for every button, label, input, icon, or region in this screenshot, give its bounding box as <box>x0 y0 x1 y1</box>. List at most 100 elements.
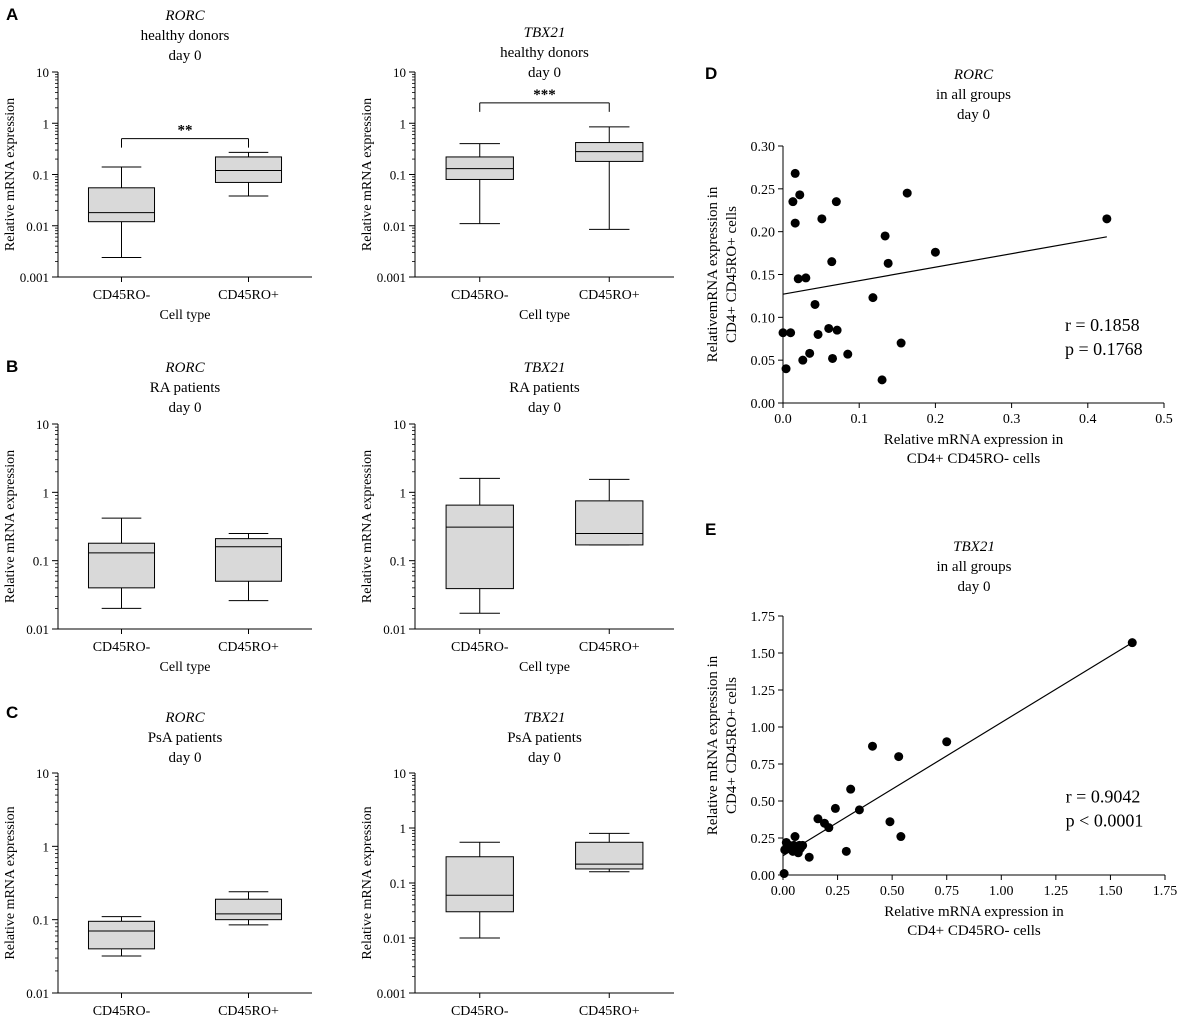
x-tick-label: CD45RO+ <box>218 288 279 303</box>
x-tick-label: 0.3 <box>1003 412 1021 427</box>
data-point <box>801 273 811 283</box>
data-point <box>790 218 800 228</box>
chart-title-line: day 0 <box>957 107 990 123</box>
data-point <box>790 832 800 842</box>
x-tick-label: CD45RO- <box>93 640 151 655</box>
y-tick-label: 1 <box>43 839 50 854</box>
y-tick-label: 1 <box>400 485 407 500</box>
y-axis-label-line: RelativemRNA expression in <box>705 186 721 362</box>
y-tick-label: 0.01 <box>383 931 406 946</box>
chart-title-line: in all groups <box>936 87 1011 103</box>
y-tick-label: 10 <box>36 417 49 432</box>
x-axis-label-line: Relative mRNA expression in <box>884 904 1064 920</box>
stat-label: p = 0.1768 <box>1065 339 1143 359</box>
chart-title-line: day 0 <box>169 48 202 64</box>
panel-letter: D <box>705 64 717 83</box>
box-iqr <box>214 538 283 582</box>
y-tick-label: 0.00 <box>751 397 776 412</box>
data-point <box>1127 638 1137 648</box>
regression-line <box>782 642 1133 857</box>
y-tick-label: 10 <box>36 766 49 781</box>
x-tick-label: CD45RO+ <box>579 1004 640 1017</box>
chart-title-line: RA patients <box>509 380 580 396</box>
y-tick-label: 0.001 <box>377 270 406 285</box>
panel-letter: E <box>705 520 716 539</box>
y-tick-label: 10 <box>393 766 406 781</box>
chart-title-line: healthy donors <box>141 28 230 44</box>
x-tick-label: 1.75 <box>1153 884 1178 899</box>
y-tick-label: 1.00 <box>751 721 776 736</box>
chart-title-line: day 0 <box>528 750 561 766</box>
panel-letter: B <box>6 357 18 376</box>
box-iqr <box>214 898 283 921</box>
y-tick-label: 0.10 <box>751 311 776 326</box>
y-tick-label: 0.1 <box>33 554 49 569</box>
x-tick-label: 0.25 <box>825 884 850 899</box>
x-tick-label: 0.1 <box>850 412 868 427</box>
stat-label: r = 0.1858 <box>1065 315 1140 335</box>
stat-label: r = 0.9042 <box>1066 786 1141 806</box>
data-point <box>810 299 820 309</box>
y-axis-label-line: CD4+ CD45RO+ cells <box>724 677 740 814</box>
y-axis-label: Relative mRNA expression <box>3 98 18 251</box>
y-tick-label: 0.1 <box>390 168 406 183</box>
y-axis-label: Relative mRNA expression <box>360 98 375 251</box>
x-tick-label: 0.0 <box>774 412 792 427</box>
x-tick-label: 1.25 <box>1044 884 1069 899</box>
x-axis-label: Cell type <box>160 660 211 675</box>
data-point <box>813 329 823 339</box>
chart-title-line: day 0 <box>528 400 561 416</box>
box-iqr <box>445 856 514 913</box>
significance-label: *** <box>533 87 556 103</box>
x-axis-label-line: CD4+ CD45RO- cells <box>907 923 1041 939</box>
significance-label: ** <box>178 123 193 139</box>
y-tick-label: 0.001 <box>377 986 406 1001</box>
x-tick-label: CD45RO+ <box>218 640 279 655</box>
data-point <box>877 375 887 385</box>
y-axis-label: Relative mRNA expression <box>3 806 18 959</box>
box-iqr <box>87 920 156 950</box>
chart-title-line: RORC <box>164 360 205 376</box>
data-point <box>828 353 838 363</box>
y-tick-label: 1.25 <box>751 684 776 699</box>
y-tick-label: 1 <box>400 116 407 131</box>
stat-label: p < 0.0001 <box>1066 810 1144 830</box>
y-tick-label: 10 <box>36 65 49 80</box>
x-axis-label: Cell type <box>519 308 570 323</box>
chart-title-line: RORC <box>164 8 205 24</box>
data-point <box>831 197 841 207</box>
data-point <box>896 338 906 348</box>
x-axis-label-line: Relative mRNA expression in <box>884 432 1064 448</box>
data-point <box>798 355 808 365</box>
data-point <box>867 741 877 751</box>
y-tick-label: 0.01 <box>26 219 49 234</box>
data-point <box>841 846 851 856</box>
data-point <box>793 274 803 284</box>
data-point <box>830 803 840 813</box>
data-point <box>868 293 878 303</box>
chart-title-line: TBX21 <box>524 360 566 376</box>
data-point <box>778 328 788 338</box>
box-iqr <box>445 504 514 590</box>
y-tick-label: 10 <box>393 417 406 432</box>
chart-title-line: RORC <box>164 710 205 726</box>
chart-title-line: day 0 <box>528 65 561 81</box>
x-tick-label: CD45RO+ <box>579 640 640 655</box>
data-point <box>846 784 856 794</box>
x-tick-label: 0.50 <box>880 884 905 899</box>
panel-letter: A <box>6 5 18 24</box>
data-point <box>854 805 864 815</box>
y-tick-label: 0.00 <box>751 869 776 884</box>
data-point <box>930 247 940 257</box>
x-tick-label: CD45RO- <box>93 1004 151 1017</box>
y-tick-label: 0.50 <box>751 795 776 810</box>
data-point <box>827 257 837 267</box>
box-iqr <box>87 542 156 589</box>
data-point <box>813 814 823 824</box>
chart-title-line: TBX21 <box>524 710 566 726</box>
chart-title-line: PsA patients <box>148 730 223 746</box>
data-point <box>894 752 904 762</box>
y-tick-label: 1.50 <box>751 647 776 662</box>
y-tick-label: 0.001 <box>20 270 49 285</box>
